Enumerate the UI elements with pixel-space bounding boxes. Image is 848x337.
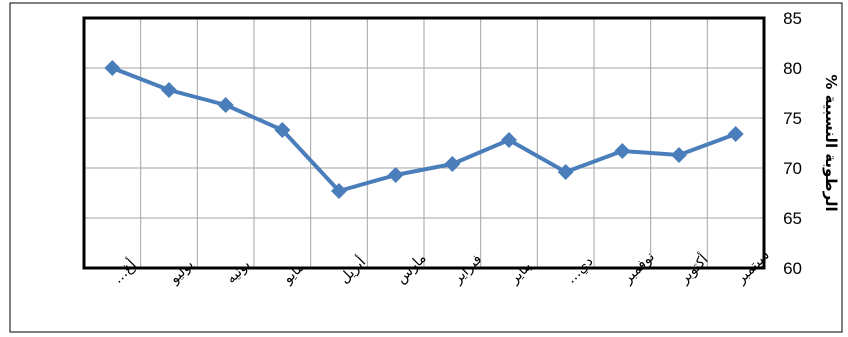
y-axis-label: الرطوبة النسبية % — [822, 74, 840, 211]
data-point-marker — [671, 147, 687, 163]
y-tick-label: 60 — [783, 259, 802, 278]
data-point-marker — [727, 126, 744, 142]
gridlines — [84, 17, 764, 269]
y-tick-labels: 60 65 70 75 80 85 — [783, 9, 802, 278]
data-point-marker — [387, 167, 404, 183]
data-point-marker — [444, 156, 461, 172]
data-point-marker — [501, 132, 517, 148]
data-point-marker — [274, 122, 291, 138]
y-tick-label: 75 — [783, 109, 802, 128]
y-tick-label: 70 — [783, 159, 802, 178]
data-point-marker — [614, 143, 631, 159]
y-tick-label: 80 — [783, 59, 802, 78]
data-point-marker — [557, 164, 574, 180]
y-tick-label: 65 — [783, 209, 802, 228]
data-point-marker — [217, 97, 234, 113]
series-layer — [104, 60, 744, 199]
plot-area-border — [82, 16, 766, 270]
data-point-marker — [161, 82, 177, 98]
data-point-marker — [331, 183, 347, 199]
y-tick-label: 85 — [783, 9, 802, 28]
data-point-marker — [104, 60, 121, 76]
series-line — [111, 66, 737, 193]
